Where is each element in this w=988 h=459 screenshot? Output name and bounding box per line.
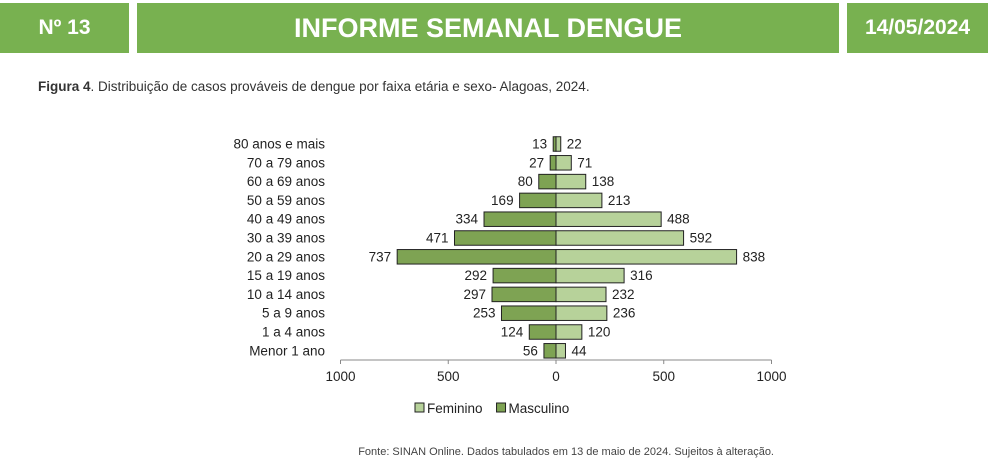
- bar-feminino-70-a-79-anos: [555, 155, 572, 171]
- legend-label-feminino: Feminino: [427, 401, 483, 416]
- x-axis: 1000 500 0 500 1000: [325, 359, 787, 384]
- value-label-feminino-20-a-29-anos: 838: [743, 249, 766, 264]
- age-sex-pyramid-chart: 80 anos e mais 13 22 70 a 79 anos 27 71 60 a 6…: [233, 136, 787, 416]
- value-label-feminino-70-a-79-anos: 71: [577, 155, 592, 170]
- category-label-40-a-49-anos: 40 a 49 anos: [247, 212, 325, 227]
- bar-masculino-5-a-9-anos: [500, 305, 557, 321]
- bar-feminino-80-anos-e-mais: [555, 136, 562, 152]
- issue-number-banner: Nº 13: [0, 3, 129, 53]
- x-tick-label: 500: [437, 369, 460, 384]
- x-tick-label: 1000: [756, 369, 786, 384]
- value-label-feminino-50-a-59-anos: 213: [608, 193, 631, 208]
- x-tick-label: 1000: [325, 369, 355, 384]
- value-label-masculino-20-a-29-anos: 737: [369, 249, 392, 264]
- chart-bars: 80 anos e mais 13 22 70 a 79 anos 27 71 60 a 6…: [233, 136, 766, 359]
- bar-masculino-40-a-49-anos: [483, 211, 557, 227]
- bar-feminino-10-a-14-anos: [555, 286, 607, 303]
- category-label-1-a-4-anos: 1 a 4 anos: [262, 325, 325, 340]
- value-label-masculino-60-a-69-anos: 80: [518, 174, 533, 189]
- bar-feminino-1-a-4-anos: [555, 324, 583, 340]
- bar-feminino-menor-1-ano: [555, 343, 566, 359]
- category-label-15-a-19-anos: 15 a 19 anos: [247, 268, 325, 283]
- bar-masculino-10-a-14-anos: [491, 286, 557, 303]
- bar-feminino-40-a-49-anos: [555, 211, 662, 227]
- figure-caption: Figura 4. Distribuição de casos provávei…: [38, 79, 590, 94]
- bar-masculino-15-a-19-anos: [492, 267, 557, 284]
- figure-label: Figura 4: [38, 79, 91, 94]
- value-label-feminino-80-anos-e-mais: 22: [567, 137, 582, 152]
- category-label-menor-1-ano: Menor 1 ano: [249, 343, 325, 358]
- value-label-masculino-10-a-14-anos: 297: [463, 287, 486, 302]
- report-title-banner: INFORME SEMANAL DENGUE: [137, 3, 839, 53]
- value-label-feminino-40-a-49-anos: 488: [667, 212, 690, 227]
- report-date-banner: 14/05/2024: [847, 3, 988, 53]
- chart-legend: Feminino Masculino: [414, 401, 570, 416]
- value-label-masculino-5-a-9-anos: 253: [473, 306, 496, 321]
- bar-masculino-menor-1-ano: [543, 343, 557, 359]
- value-label-masculino-40-a-49-anos: 334: [455, 212, 478, 227]
- value-label-feminino-10-a-14-anos: 232: [612, 287, 635, 302]
- value-label-feminino-menor-1-ano: 44: [571, 343, 587, 358]
- report-date: 14/05/2024: [864, 16, 971, 39]
- category-label-30-a-39-anos: 30 a 39 anos: [247, 231, 325, 246]
- value-label-feminino-1-a-4-anos: 120: [588, 325, 611, 340]
- bar-feminino-30-a-39-anos: [555, 230, 685, 246]
- category-label-10-a-14-anos: 10 a 14 anos: [247, 287, 325, 302]
- bar-feminino-50-a-59-anos: [555, 192, 603, 209]
- legend-swatch-feminino: [414, 402, 425, 413]
- issue-number: Nº 13: [38, 16, 91, 39]
- x-tick-label: 0: [552, 369, 560, 384]
- value-label-masculino-1-a-4-anos: 124: [501, 325, 524, 340]
- value-label-masculino-15-a-19-anos: 292: [465, 268, 488, 283]
- category-label-70-a-79-anos: 70 a 79 anos: [247, 155, 325, 170]
- bar-feminino-20-a-29-anos: [555, 249, 738, 265]
- legend-swatch-masculino: [496, 402, 507, 413]
- category-label-20-a-29-anos: 20 a 29 anos: [247, 249, 325, 264]
- bar-masculino-30-a-39-anos: [453, 230, 557, 246]
- value-label-feminino-30-a-39-anos: 592: [690, 231, 713, 246]
- category-label-5-a-9-anos: 5 a 9 anos: [262, 306, 325, 321]
- category-label-50-a-59-anos: 50 a 59 anos: [247, 193, 325, 208]
- category-label-60-a-69-anos: 60 a 69 anos: [247, 174, 325, 189]
- bar-masculino-60-a-69-anos: [538, 173, 557, 190]
- bar-feminino-5-a-9-anos: [555, 305, 608, 321]
- value-label-feminino-5-a-9-anos: 236: [613, 306, 636, 321]
- bar-masculino-20-a-29-anos: [396, 249, 557, 265]
- report-title: INFORME SEMANAL DENGUE: [293, 12, 683, 43]
- bar-masculino-1-a-4-anos: [528, 324, 557, 340]
- value-label-feminino-15-a-19-anos: 316: [630, 268, 653, 283]
- source-note: Fonte: SINAN Online. Dados tabulados em …: [358, 446, 774, 458]
- value-label-masculino-50-a-59-anos: 169: [491, 193, 514, 208]
- bar-feminino-60-a-69-anos: [555, 173, 587, 190]
- value-label-feminino-60-a-69-anos: 138: [592, 174, 615, 189]
- bar-masculino-70-a-79-anos: [549, 155, 557, 171]
- value-label-masculino-70-a-79-anos: 27: [529, 155, 544, 170]
- x-tick-label: 500: [652, 369, 675, 384]
- figure-caption-text: . Distribuição de casos prováveis de den…: [90, 79, 590, 94]
- value-label-masculino-30-a-39-anos: 471: [426, 231, 449, 246]
- value-label-masculino-menor-1-ano: 56: [523, 343, 538, 358]
- bar-feminino-15-a-19-anos: [555, 267, 625, 284]
- legend-label-masculino: Masculino: [509, 401, 570, 416]
- value-label-masculino-80-anos-e-mais: 13: [532, 137, 547, 152]
- bar-masculino-50-a-59-anos: [519, 192, 557, 209]
- category-label-80-anos-e-mais: 80 anos e mais: [233, 137, 325, 152]
